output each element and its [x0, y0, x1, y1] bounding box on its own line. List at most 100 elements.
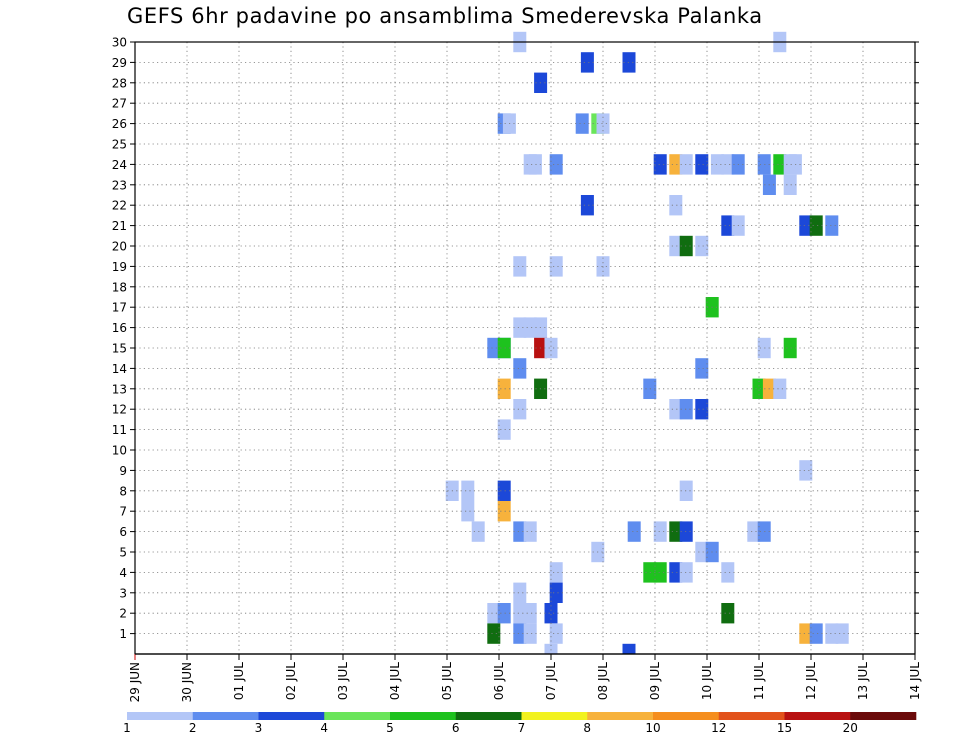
colorbar-swatch: [324, 712, 391, 720]
heatmap-cell: [549, 256, 563, 277]
y-tick-label: 9: [119, 464, 127, 478]
colorbar-swatch: [850, 712, 917, 720]
y-tick-label: 22: [112, 199, 127, 213]
heatmap-cell: [497, 501, 511, 522]
x-tick-label: 05 JUL: [440, 662, 454, 700]
heatmap-cell: [653, 521, 667, 542]
heatmap-cell: [523, 623, 537, 644]
y-tick-label: 17: [112, 301, 127, 315]
y-tick-label: 25: [112, 138, 127, 152]
heatmap-cell: [773, 378, 787, 399]
heatmap-cell: [799, 623, 813, 644]
heatmap-cell: [523, 521, 537, 542]
x-tick-label: 10 JUL: [700, 662, 714, 700]
heatmap-cell: [669, 521, 683, 542]
y-tick-label: 14: [112, 362, 127, 376]
colorbar-swatch: [718, 712, 785, 720]
heatmap-cell: [799, 460, 813, 481]
x-tick-label: 06 JUL: [492, 662, 506, 700]
y-tick-label: 15: [112, 342, 127, 356]
y-axis: 1234567891011121314151617181920212223242…: [112, 36, 919, 641]
heatmap-cell: [710, 154, 724, 175]
cells-layer: [445, 31, 849, 654]
colorbar-swatch: [653, 712, 720, 720]
heatmap-cell: [669, 399, 683, 420]
x-tick-label: 29 JUN: [128, 662, 142, 702]
colorbar-label: 7: [518, 721, 526, 735]
colorbar-swatch: [192, 712, 259, 720]
colorbar-label: 6: [452, 721, 460, 735]
heatmap-cell: [695, 358, 709, 379]
x-tick-label: 01 JUL: [232, 662, 246, 700]
y-tick-label: 4: [119, 566, 127, 580]
heatmap-cell: [497, 419, 511, 440]
heatmap-cell: [721, 215, 735, 236]
x-tick-label: 12 JUL: [804, 662, 818, 700]
heatmap-cell: [721, 562, 735, 583]
y-tick-label: 11: [112, 423, 127, 437]
y-tick-label: 19: [112, 260, 127, 274]
y-tick-label: 20: [112, 240, 127, 254]
colorbar-label: 12: [711, 721, 726, 735]
heatmap-cell: [669, 235, 683, 257]
x-tick-label: 14 JUL: [908, 662, 922, 700]
y-tick-label: 2: [119, 607, 127, 621]
heatmap-cell: [653, 154, 667, 175]
y-tick-label: 12: [112, 403, 127, 417]
y-tick-label: 10: [112, 444, 127, 458]
heatmap-cell: [627, 521, 641, 542]
x-tick-label: 08 JUL: [596, 662, 610, 700]
heatmap-cell: [523, 317, 537, 338]
colorbar-label: 20: [843, 721, 858, 735]
colorbar: 1 2 3 4 5 6 7 8 10 12 15 20: [123, 712, 917, 735]
heatmap-cell: [747, 521, 761, 542]
heatmap-cell: [544, 337, 558, 359]
y-tick-label: 21: [112, 219, 127, 233]
heatmap-cell: [783, 337, 797, 359]
heatmap-cell: [809, 215, 823, 236]
heatmap-cell: [669, 195, 683, 216]
colorbar-swatch: [784, 712, 851, 720]
heatmap-cell: [669, 154, 683, 175]
heatmap-cell: [497, 603, 511, 624]
colorbar-label: 4: [320, 721, 328, 735]
y-tick-label: 16: [112, 321, 127, 335]
y-tick-label: 26: [112, 117, 127, 131]
heatmap-cell: [487, 337, 501, 359]
y-tick-label: 8: [119, 484, 127, 498]
heatmap-cell: [549, 562, 563, 583]
plot-frame: [134, 41, 916, 655]
colorbar-label: 15: [777, 721, 792, 735]
heatmap-cell: [513, 256, 527, 277]
y-tick-label: 28: [112, 76, 127, 90]
heatmap-cell: [695, 154, 709, 175]
colorbar-swatch: [390, 712, 457, 720]
chart-title: GEFS 6hr padavine po ansamblima Smederev…: [127, 4, 763, 28]
heatmap-cell: [596, 113, 610, 134]
heatmap-cell: [513, 623, 527, 644]
heatmap-cell: [580, 195, 594, 216]
heatmap-cell: [544, 643, 558, 654]
colorbar-swatch: [258, 712, 325, 720]
x-tick-label: 07 JUL: [544, 662, 558, 700]
heatmap-cell: [825, 623, 839, 644]
colorbar-label: 5: [386, 721, 394, 735]
y-tick-label: 29: [112, 56, 127, 70]
y-tick-label: 3: [119, 586, 127, 600]
heatmap-cell: [513, 317, 527, 338]
colorbar-swatch: [455, 712, 522, 720]
heatmap-cell: [721, 603, 735, 624]
heatmap-cell: [783, 174, 797, 195]
heatmap-cell: [461, 480, 475, 501]
heatmap-cell: [487, 603, 501, 624]
heatmap-cell: [487, 623, 501, 644]
colorbar-label: 8: [583, 721, 591, 735]
heatmap-cell: [549, 623, 563, 644]
y-tick-label: 30: [112, 36, 127, 50]
heatmap-cell: [513, 358, 527, 379]
heatmap-cell: [497, 480, 511, 501]
y-tick-label: 18: [112, 280, 127, 294]
heatmap-cell: [513, 582, 527, 603]
heatmap-cell: [773, 154, 787, 175]
heatmap-cell: [825, 215, 839, 236]
